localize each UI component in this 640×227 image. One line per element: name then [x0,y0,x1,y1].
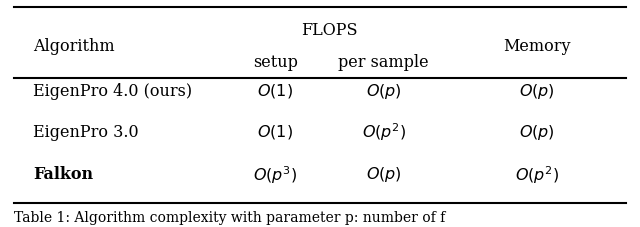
Text: $O(p^3)$: $O(p^3)$ [253,163,298,185]
Text: Table 1: Algorithm complexity with parameter p: number of f: Table 1: Algorithm complexity with param… [14,210,445,224]
Text: Algorithm: Algorithm [33,38,115,55]
Text: $O(p^2)$: $O(p^2)$ [515,163,559,185]
Text: $O(p)$: $O(p)$ [366,165,402,183]
Text: FLOPS: FLOPS [301,22,358,39]
Text: EigenPro 3.0: EigenPro 3.0 [33,123,139,140]
Text: Falkon: Falkon [33,165,93,183]
Text: Memory: Memory [503,38,570,55]
Text: per sample: per sample [339,54,429,70]
Text: $O(p)$: $O(p)$ [366,82,402,101]
Text: setup: setup [253,54,298,70]
Text: $O(p)$: $O(p)$ [518,122,555,141]
Text: EigenPro 4.0 (ours): EigenPro 4.0 (ours) [33,83,193,99]
Text: $O(p)$: $O(p)$ [518,82,555,101]
Text: $O(1)$: $O(1)$ [257,82,293,100]
Text: $O(1)$: $O(1)$ [257,123,293,140]
Text: $O(p^2)$: $O(p^2)$ [362,121,406,142]
